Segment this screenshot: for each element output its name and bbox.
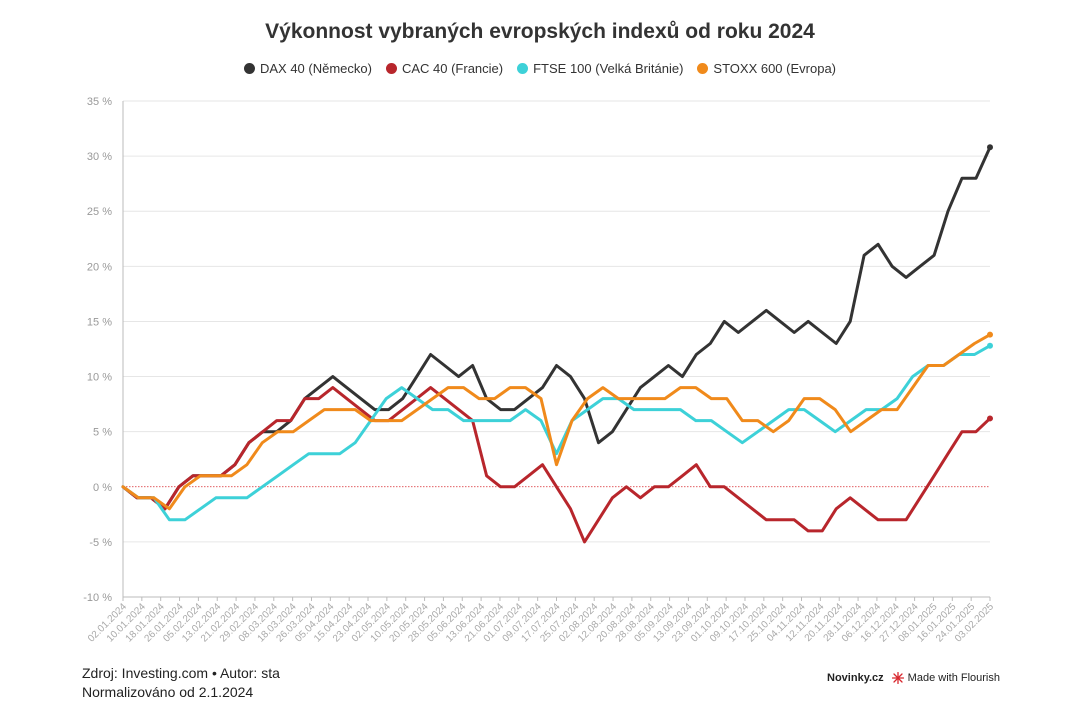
- y-tick-label: 35 %: [87, 96, 112, 108]
- legend-swatch-ftse: [517, 63, 529, 74]
- legend-item-cac[interactable]: CAC 40 (Francie): [385, 61, 504, 76]
- y-tick-label: 5 %: [93, 427, 112, 439]
- y-tick-label: 30 %: [87, 151, 112, 163]
- legend-label-cac: CAC 40 (Francie): [401, 61, 504, 76]
- source-note: Zdroj: Investing.com • Autor: sta: [82, 665, 280, 681]
- made-with-label: Made with Flourish: [907, 672, 1000, 684]
- y-tick-label: -10 %: [83, 592, 112, 604]
- flourish-credit[interactable]: Made with Flourish: [891, 672, 1000, 684]
- series-line-0: [121, 145, 992, 511]
- series-end-point-3: [987, 331, 993, 338]
- series-end-point-0: [987, 144, 993, 151]
- legend-swatch-stoxx: [697, 63, 709, 74]
- footer-notes: Zdroj: Investing.com • Autor: sta Normal…: [82, 664, 280, 702]
- y-tick-label: 25 %: [87, 206, 112, 218]
- legend-label-dax: DAX 40 (Německo): [259, 61, 372, 76]
- legend-item-stoxx[interactable]: STOXX 600 (Evropa): [697, 61, 836, 76]
- y-tick-label: 20 %: [87, 261, 112, 273]
- y-tick-label: 0 %: [93, 482, 112, 494]
- normalization-note: Normalizováno od 2.1.2024: [82, 684, 254, 700]
- chart-legend: DAX 40 (Německo) CAC 40 (Francie) FTSE 1…: [0, 61, 1080, 76]
- legend-swatch-dax: [243, 63, 255, 74]
- series-line-1: [121, 386, 992, 544]
- legend-item-ftse[interactable]: FTSE 100 (Velká Británie): [517, 61, 683, 76]
- series-end-point-2: [987, 342, 993, 349]
- flourish-icon: [891, 672, 904, 684]
- series-end-point-1: [987, 415, 993, 422]
- footer-credits: Novinky.cz Made with Flourish: [827, 672, 1000, 684]
- y-tick-label: -5 %: [89, 537, 112, 549]
- chart-title: Výkonnost vybraných evropských indexů od…: [265, 20, 815, 43]
- legend-label-ftse: FTSE 100 (Velká Británie): [533, 61, 684, 76]
- brand-label[interactable]: Novinky.cz: [827, 672, 884, 684]
- series-line-2: [121, 344, 992, 522]
- legend-label-stoxx: STOXX 600 (Evropa): [713, 61, 836, 76]
- line-chart: -10 %-5 %0 %5 %10 %15 %20 %25 %30 %35 %0…: [83, 96, 996, 645]
- y-tick-label: 15 %: [87, 316, 112, 328]
- legend-swatch-cac: [385, 63, 397, 74]
- y-tick-label: 10 %: [87, 372, 112, 384]
- series-line-3: [121, 333, 992, 511]
- legend-item-dax[interactable]: DAX 40 (Německo): [243, 61, 372, 76]
